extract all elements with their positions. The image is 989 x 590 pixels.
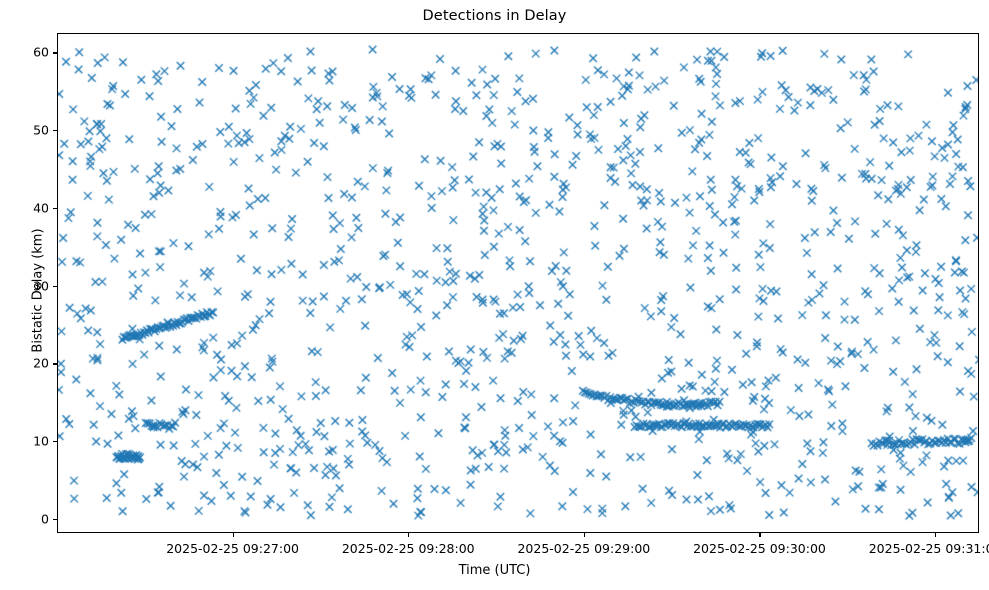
plot-area — [57, 33, 979, 533]
y-tick-mark — [52, 285, 57, 287]
x-axis-label: Time (UTC) — [458, 563, 531, 578]
x-tick-label: 2025-02-25 09:31:00 — [868, 541, 989, 556]
x-tick-mark — [759, 533, 761, 538]
y-tick-label: 60 — [33, 44, 49, 60]
y-tick-label: 50 — [33, 122, 49, 138]
x-tick-label: 2025-02-25 09:29:00 — [517, 541, 651, 556]
y-tick-mark — [52, 52, 57, 54]
scatter-points-layer — [58, 34, 978, 532]
x-tick-mark — [408, 533, 410, 538]
y-tick-label: 20 — [33, 355, 49, 371]
x-tick-label: 2025-02-25 09:30:00 — [693, 541, 826, 556]
y-axis-label: Bistatic Delay (km) — [30, 228, 46, 353]
y-tick-mark — [52, 363, 57, 365]
y-tick-mark — [52, 441, 57, 443]
y-tick-mark — [52, 207, 57, 210]
x-tick-mark — [583, 533, 585, 538]
x-tick-label: 2025-02-25 09:27:00 — [166, 541, 299, 556]
page-title: Detections in Delay — [422, 8, 567, 24]
y-tick-label: 10 — [33, 433, 49, 449]
y-tick-label: 30 — [33, 278, 49, 294]
x-tick-mark — [232, 533, 234, 538]
y-tick-mark — [52, 130, 57, 132]
x-tick-label: 2025-02-25 09:28:00 — [341, 541, 475, 556]
y-tick-label: 40 — [33, 200, 49, 216]
y-tick-label: 0 — [41, 511, 49, 527]
x-tick-mark — [935, 533, 937, 538]
y-tick-mark — [52, 519, 57, 521]
